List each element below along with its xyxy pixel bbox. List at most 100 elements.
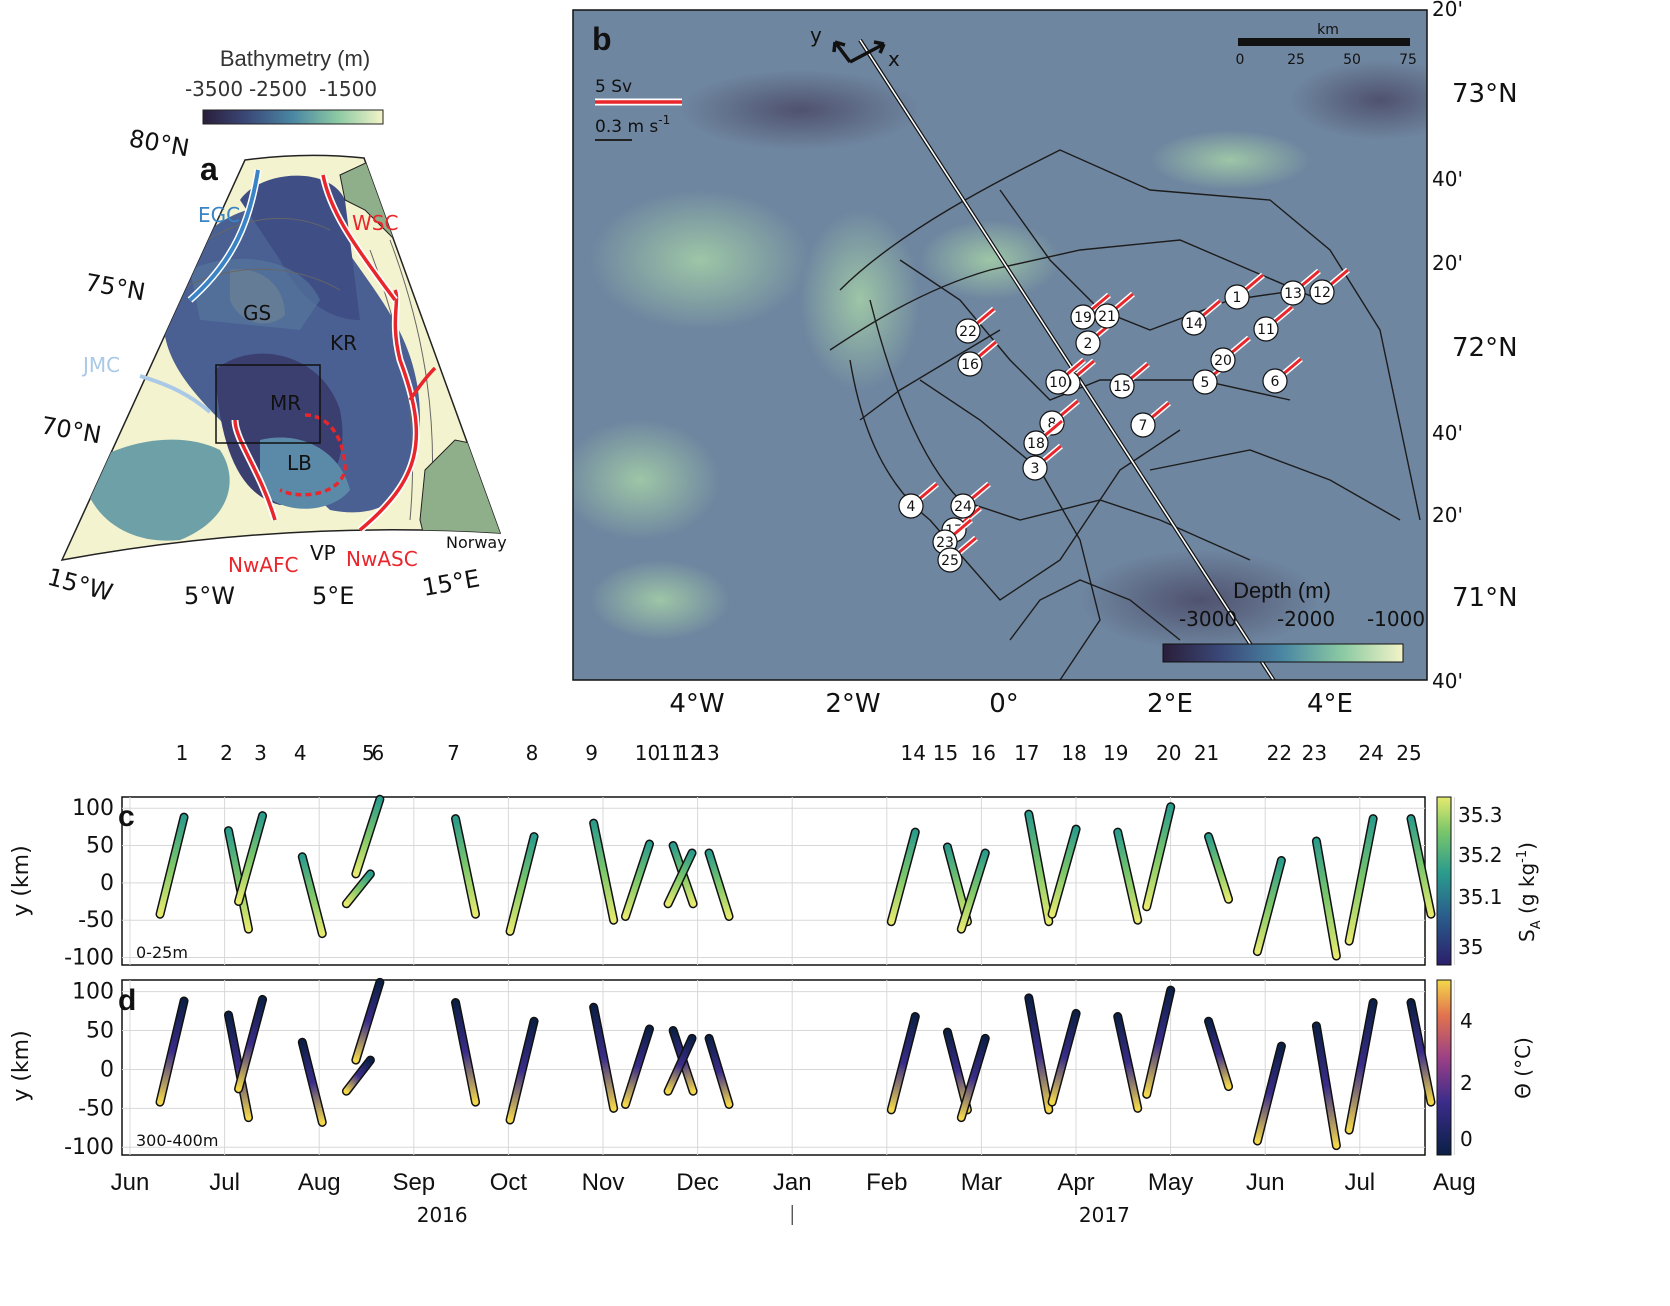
- panel-a-cbar-tick: -2500: [249, 77, 307, 101]
- section-id-label: 12: [1313, 285, 1331, 301]
- panel-b-colorbar-title: Depth (m): [1233, 578, 1331, 603]
- section-id-label: 19: [1074, 310, 1092, 326]
- wsc-current: [321, 174, 397, 302]
- y-tick-label: -100: [64, 946, 114, 971]
- section-id-label: 10: [1049, 375, 1067, 391]
- lat-label: 75°N: [83, 268, 147, 306]
- lb-label: LB: [287, 451, 312, 475]
- month-label: Aug: [298, 1169, 341, 1196]
- panel-d: 100 50 0 -50 -100 d 300-400m y (km) 0 2 4 Θ …: [9, 977, 1535, 1160]
- panel-b: b y x 5 Sv 0.3 m s-1 km 0 25 50 75 Depth…: [572, 0, 1518, 719]
- panel-c-letter: c: [118, 800, 135, 833]
- month-label: Dec: [676, 1169, 719, 1196]
- panel-b-lat-axis: 20' 73°N 40' 20' 72°N 40' 20' 71°N 40': [1432, 0, 1518, 693]
- month-label: Apr: [1057, 1169, 1094, 1196]
- section-number: 24: [1358, 741, 1383, 765]
- section-circle: [1262, 368, 1288, 394]
- lat-tick: 73°N: [1452, 79, 1518, 109]
- section-number: 3: [254, 741, 267, 765]
- lon-label: 5°E: [312, 582, 354, 610]
- month-label: Oct: [490, 1169, 528, 1196]
- panel-d-cbar-label: Θ (°C): [1511, 1037, 1535, 1099]
- lat-tick: 40': [1432, 421, 1463, 445]
- section-circle: [1109, 373, 1135, 399]
- section-number: 8: [526, 741, 539, 765]
- vp-label: VP: [310, 541, 336, 565]
- panel-d-cbar-tick: 2: [1460, 1071, 1473, 1095]
- section-number: 25: [1396, 741, 1421, 765]
- section-track: [507, 1018, 538, 1123]
- km-tick: 75: [1399, 52, 1417, 68]
- section-circle: [1210, 347, 1236, 373]
- section-track: [665, 850, 696, 907]
- section-number: 18: [1061, 741, 1086, 765]
- section-track: [157, 998, 188, 1106]
- velocity-scale-label: 0.3 m s-1: [595, 113, 670, 137]
- section-id-label: 3: [1031, 461, 1040, 477]
- month-label: Jan: [773, 1169, 812, 1196]
- y-tick-label: -50: [78, 1096, 114, 1121]
- section-marker: 14: [1181, 298, 1222, 336]
- section-track: [1049, 826, 1080, 918]
- month-label: Aug: [1433, 1169, 1476, 1196]
- section-track: [1205, 833, 1232, 903]
- lon-tick: 2°W: [825, 689, 880, 719]
- panel-a-cbar-tick: -1500: [319, 77, 377, 101]
- section-number: 6: [371, 741, 384, 765]
- jmc-current: [139, 374, 212, 414]
- section-marker: 22: [955, 306, 996, 344]
- panel-d-depth-label: 300-400m: [136, 1131, 218, 1150]
- nwasc-label: NwASC: [346, 547, 418, 571]
- section-track: [352, 796, 383, 877]
- panel-c-cbar-tick: 35.3: [1458, 803, 1503, 827]
- section-id-label: 14: [1185, 316, 1203, 332]
- nwasc-current: [358, 289, 419, 532]
- section-track: [958, 850, 989, 933]
- section-markers: 1234567891011121314151617181920212223242…: [898, 267, 1350, 573]
- section-circle: [950, 493, 976, 519]
- section-number: 11: [658, 741, 683, 765]
- lat-tick: 20': [1432, 251, 1463, 275]
- panel-c: 100 50 0 -50 -100 c 0-25m y (km) 35 35.1 35.…: [9, 794, 1544, 971]
- section-number: 19: [1103, 741, 1128, 765]
- section-marker: 18: [1023, 418, 1064, 456]
- lon-tick: 4°E: [1307, 689, 1353, 719]
- section-track: [1143, 803, 1174, 910]
- lon-label: 15°E: [420, 564, 482, 602]
- section-track: [1254, 1043, 1285, 1144]
- panel-b-extent-box: [215, 364, 321, 444]
- lat-tick: 72°N: [1452, 333, 1518, 363]
- y-tick-label: -50: [78, 908, 114, 933]
- section-track: [622, 841, 653, 920]
- lon-tick: 0°: [989, 689, 1019, 719]
- year-label: 2017: [1079, 1203, 1130, 1227]
- section-circle: [957, 351, 983, 377]
- panel-c-tracks: [155, 794, 1436, 961]
- section-marker: 21: [1094, 291, 1135, 329]
- section-track: [590, 1004, 617, 1112]
- section-id-label: 1: [1233, 290, 1242, 306]
- section-circle: [898, 493, 924, 519]
- section-track: [1114, 829, 1141, 924]
- section-track: [452, 815, 479, 918]
- panel-a-colorbar-title: Bathymetry (m): [220, 46, 370, 71]
- section-number: 20: [1156, 741, 1181, 765]
- section-track: [352, 979, 383, 1064]
- section-track: [1346, 999, 1377, 1134]
- section-track: [888, 1013, 919, 1113]
- section-track: [343, 1057, 374, 1095]
- section-track: [1313, 1022, 1340, 1149]
- time-axis: Jun Jul Aug Sep Oct Nov Dec Jan Feb Mar Apr May Jun J…: [111, 1169, 1476, 1227]
- section-id-label: 16: [961, 357, 979, 373]
- month-label: May: [1148, 1169, 1193, 1196]
- section-id-label: 18: [1027, 436, 1045, 452]
- panel-d-colorbar: [1436, 979, 1452, 1156]
- section-track: [299, 853, 326, 937]
- section-marker: 3: [1022, 443, 1063, 481]
- month-label: Jul: [209, 1169, 240, 1196]
- gs-label: GS: [243, 301, 271, 325]
- panel-d-tracks: [155, 977, 1436, 1151]
- mr-label: MR: [270, 391, 301, 415]
- y-tick-label: 0: [100, 871, 114, 896]
- panel-c-ylabel: y (km): [9, 845, 34, 916]
